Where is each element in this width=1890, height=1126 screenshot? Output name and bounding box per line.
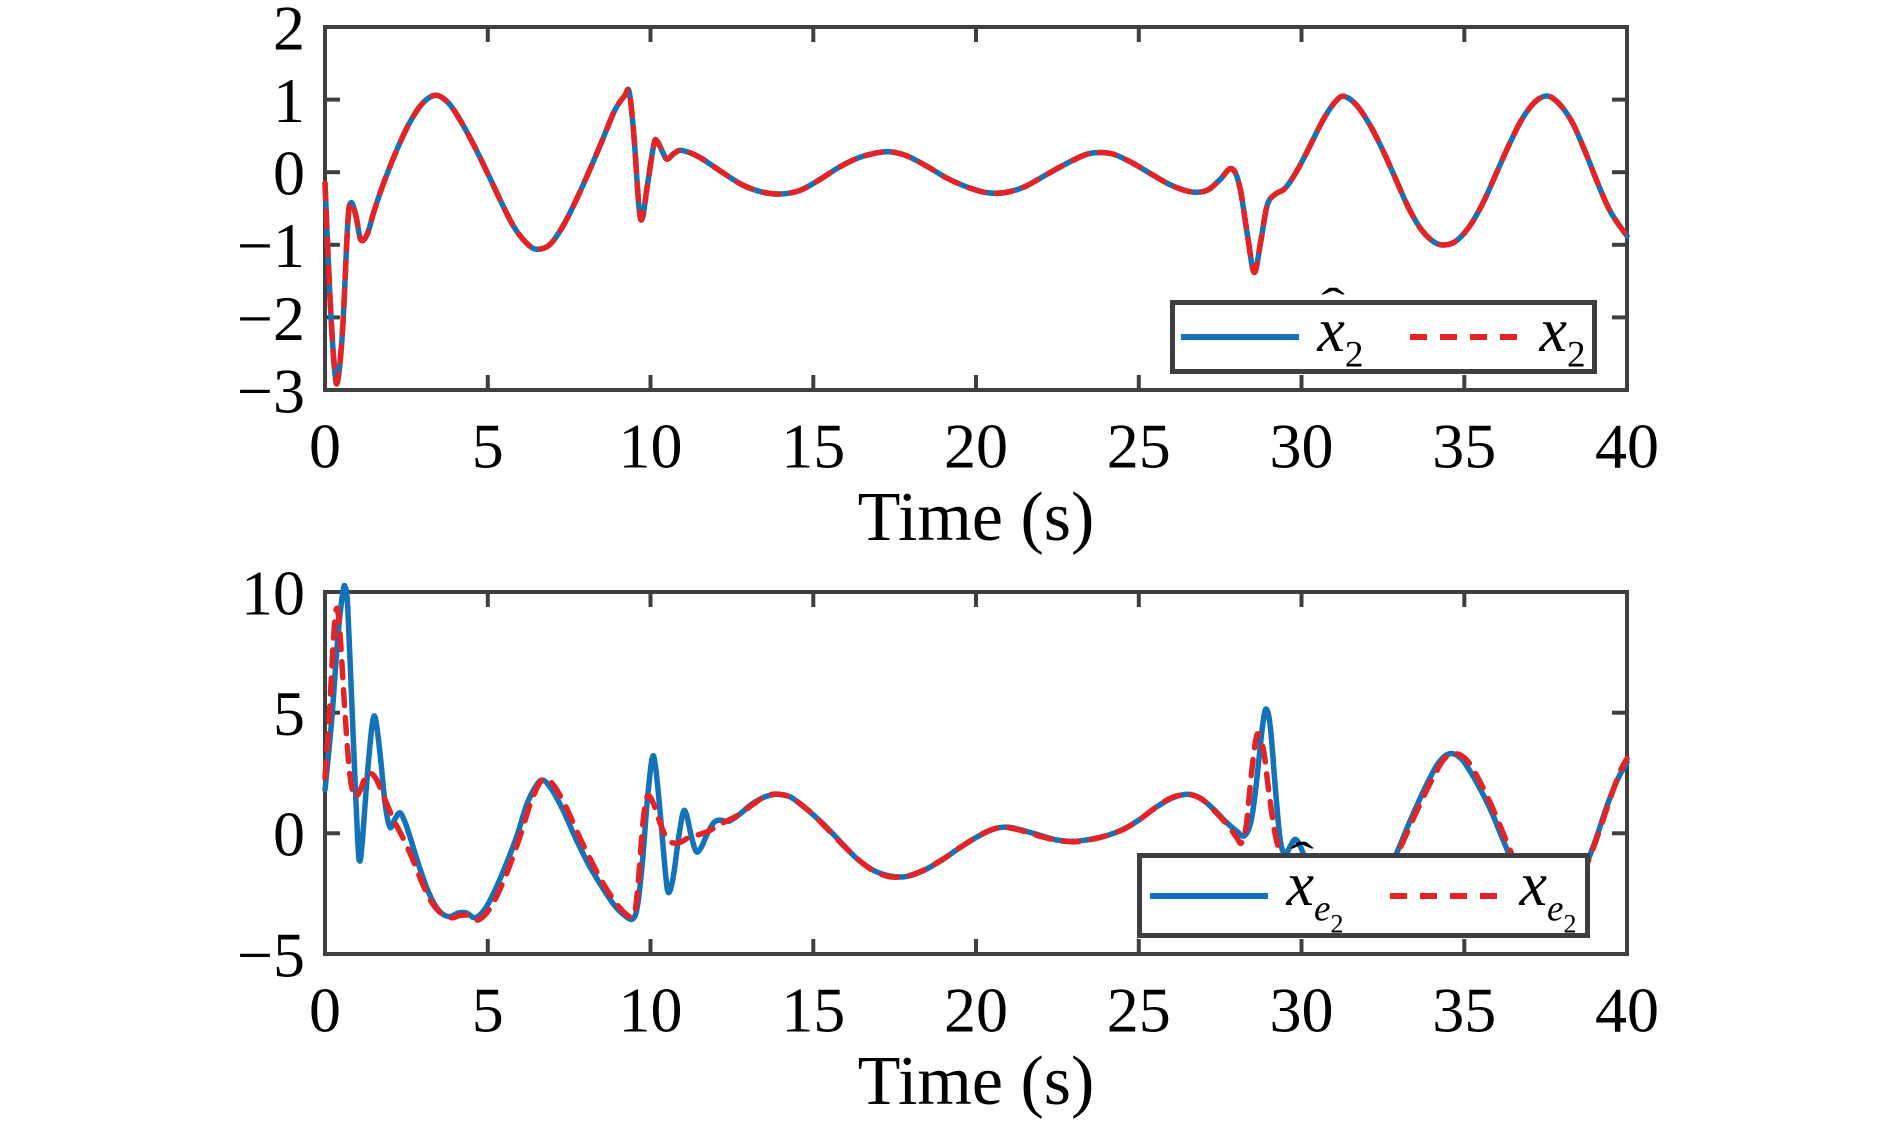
y-tick-label: −2 <box>237 283 305 354</box>
x-tick-label: 20 <box>944 410 1008 481</box>
x-tick-label: 15 <box>781 974 845 1045</box>
legend-label-xhat-e2: ˆ xe2 <box>1286 832 1344 939</box>
legend-top: ˆ x2 x2 <box>1170 279 1597 376</box>
x-tick-label: 10 <box>619 974 683 1045</box>
legend-line-x-e2 <box>1389 892 1502 899</box>
hat-accent: ˆ <box>1290 832 1315 883</box>
x-tick-label: 40 <box>1595 974 1659 1045</box>
y-tick-label: 0 <box>273 799 305 870</box>
legend-label-xhat2: ˆ x2 <box>1317 279 1364 376</box>
legend-line-x2 <box>1409 334 1522 340</box>
x-tick-label: 30 <box>1270 974 1334 1045</box>
y-tick-label: 1 <box>273 65 305 136</box>
x-tick-label: 40 <box>1595 410 1659 481</box>
y-tick-label: 5 <box>273 678 305 749</box>
x-tick-label: 10 <box>619 410 683 481</box>
x-tick-label: 30 <box>1270 410 1334 481</box>
x-tick-label: 5 <box>472 974 504 1045</box>
y-tick-label: 0 <box>273 138 305 209</box>
x-tick-label: 0 <box>309 410 341 481</box>
x-tick-label: 35 <box>1432 410 1496 481</box>
legend-line-xhat2 <box>1181 334 1300 340</box>
y-tick-label: −1 <box>237 210 305 281</box>
y-tick-label: −5 <box>237 919 305 990</box>
y-tick-label: 2 <box>273 0 305 63</box>
y-tick-label: 10 <box>241 557 305 628</box>
legend-label-x2: x2 <box>1539 297 1586 376</box>
x-tick-label: 25 <box>1107 974 1171 1045</box>
x-tick-label: 5 <box>472 410 504 481</box>
hat-accent: ˆ <box>1321 279 1346 330</box>
x-tick-label: 15 <box>781 410 845 481</box>
legend-line-xhat-e2 <box>1150 892 1269 899</box>
legend-label-x-e2: xe2 <box>1519 850 1577 939</box>
series-x_2 <box>322 86 1630 387</box>
x-tick-label: 20 <box>944 974 1008 1045</box>
y-tick-label: −3 <box>237 355 305 426</box>
xlabel-bottom: Time (s) <box>857 1043 1095 1120</box>
x-tick-label: 0 <box>309 974 341 1045</box>
x-tick-label: 35 <box>1432 974 1496 1045</box>
x-tick-label: 25 <box>1107 410 1171 481</box>
legend-bottom: ˆ xe2 xe2 <box>1137 832 1590 939</box>
xlabel-top: Time (s) <box>857 479 1095 556</box>
series-group-plot1 <box>322 86 1630 387</box>
